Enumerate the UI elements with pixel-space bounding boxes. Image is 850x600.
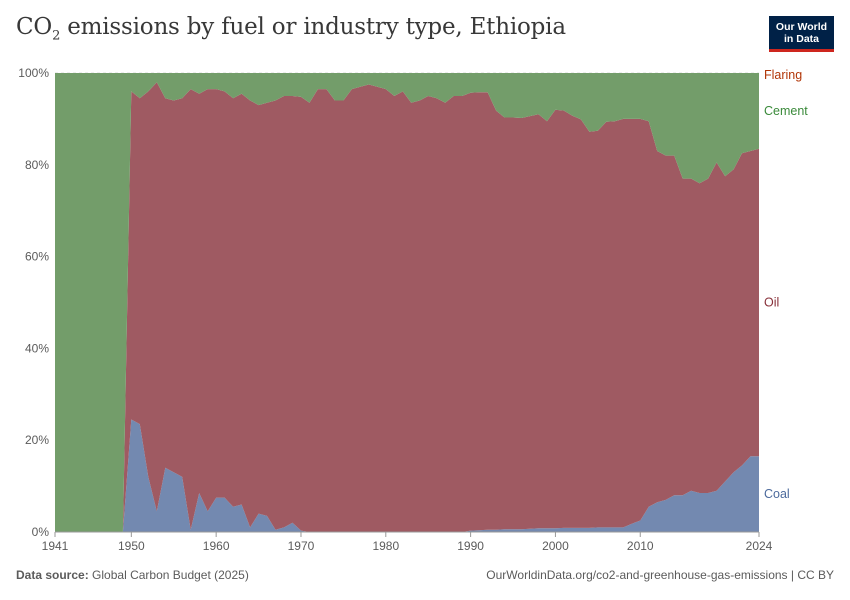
area-oil[interactable]	[55, 82, 759, 532]
data-source: Data source: Global Carbon Budget (2025)	[16, 568, 249, 582]
y-tick-label: 100%	[18, 66, 49, 80]
source-url[interactable]: OurWorldinData.org/co2-and-greenhouse-ga…	[486, 568, 834, 582]
x-tick-label: 2000	[542, 539, 569, 553]
x-tick-label: 1970	[288, 539, 315, 553]
series-label-flaring[interactable]: Flaring	[764, 68, 802, 82]
series-label-coal[interactable]: Coal	[764, 487, 790, 501]
area-layers	[55, 73, 759, 532]
y-tick-label: 20%	[25, 433, 49, 447]
x-tick-label: 2024	[746, 539, 773, 553]
owid-logo[interactable]: Our World in Data	[769, 16, 834, 52]
series-label-oil[interactable]: Oil	[764, 296, 779, 310]
x-tick-label: 1950	[118, 539, 145, 553]
y-tick-label: 40%	[25, 341, 49, 355]
area-cement[interactable]	[55, 73, 759, 532]
y-tick-label: 80%	[25, 158, 49, 172]
x-tick-label: 1990	[457, 539, 484, 553]
logo-line-2: in Data	[783, 33, 819, 45]
series-labels: Flaring Cement Oil Coal	[764, 68, 808, 501]
logo-line-1: Our World	[775, 21, 828, 33]
x-tick-label: 2010	[627, 539, 654, 553]
chart-title: CO2 emissions by fuel or industry type, …	[16, 14, 566, 44]
area-coal[interactable]	[55, 419, 759, 533]
y-tick-label: 60%	[25, 250, 49, 264]
data-source-value[interactable]: Global Carbon Budget (2025)	[92, 568, 249, 582]
series-label-cement[interactable]: Cement	[764, 104, 808, 118]
x-tick-label: 1980	[372, 539, 399, 553]
x-tick-label: 1960	[203, 539, 230, 553]
y-tick-label: 0%	[32, 525, 50, 539]
x-tick-label: 1941	[42, 539, 69, 553]
axes: 0% 20% 40% 60% 80% 100% 1941 1950 1960 1970 1980 19…	[18, 66, 772, 553]
